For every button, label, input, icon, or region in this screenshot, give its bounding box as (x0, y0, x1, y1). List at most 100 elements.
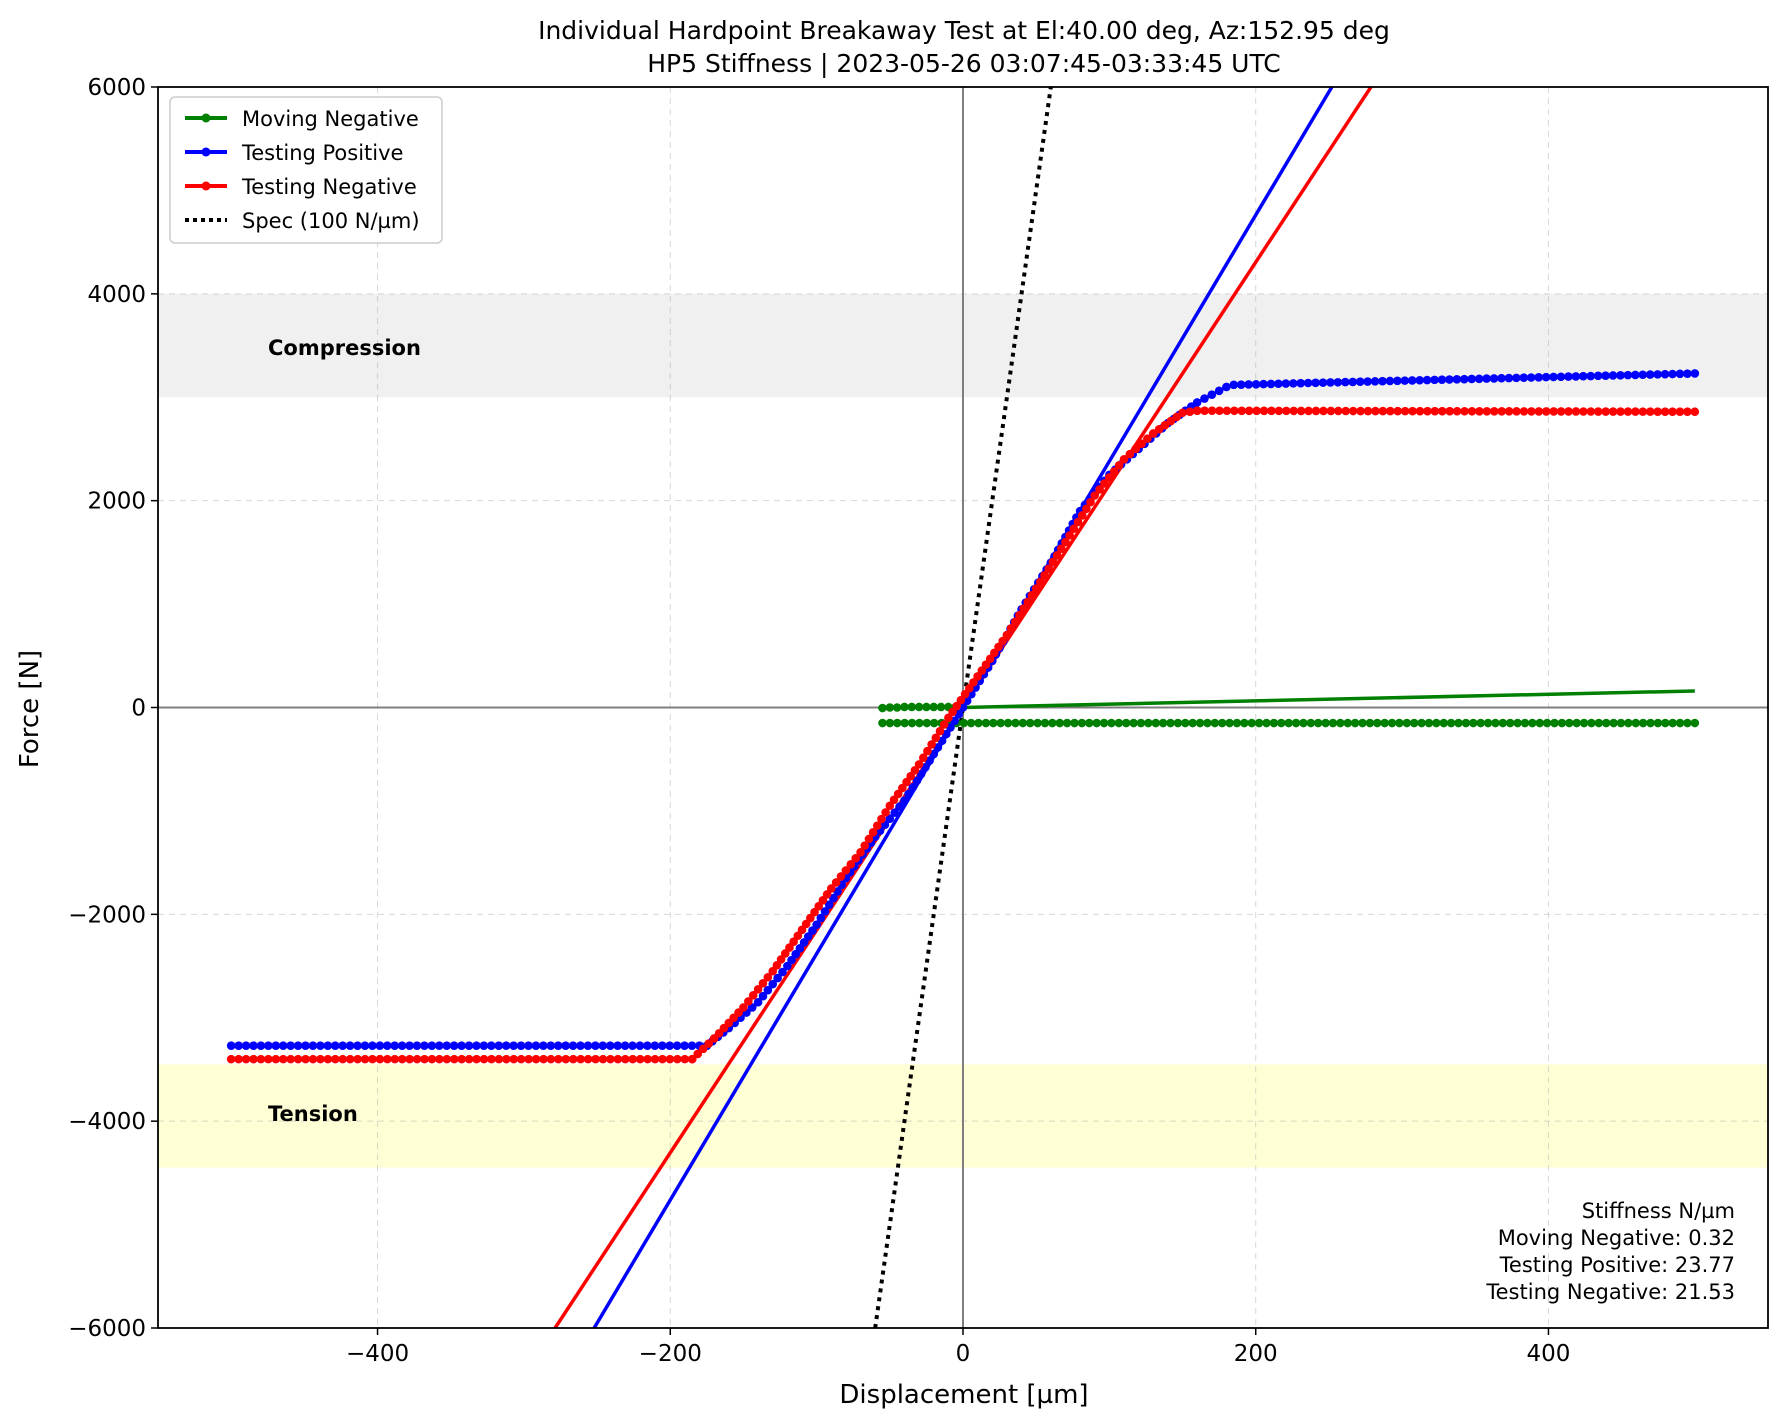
data-point (1594, 718, 1604, 728)
stats-testing-negative: Testing Negative: 21.53 (1485, 1280, 1735, 1304)
data-point (1437, 406, 1447, 416)
data-point (1624, 718, 1633, 728)
data-point (1601, 718, 1611, 728)
data-point (1207, 390, 1217, 399)
data-point (1356, 406, 1365, 416)
data-point (658, 1054, 667, 1064)
data-point (680, 1054, 690, 1064)
data-point (509, 1041, 518, 1050)
data-point (900, 702, 909, 712)
data-point (763, 972, 773, 982)
data-point (1107, 718, 1116, 728)
data-point (1333, 377, 1343, 387)
data-point (1230, 406, 1239, 416)
data-point (264, 1041, 273, 1050)
data-point (1452, 406, 1462, 416)
data-point (1237, 406, 1247, 416)
data-point (1564, 718, 1574, 728)
data-point (1200, 406, 1209, 416)
data-point (405, 1054, 414, 1064)
data-point (868, 828, 878, 837)
data-point (665, 1041, 675, 1050)
data-point (1296, 378, 1305, 388)
stats-testing-positive: Testing Positive: 23.77 (1499, 1253, 1735, 1277)
data-point (226, 1041, 236, 1050)
y-tick-label: −2000 (68, 902, 146, 928)
data-point (427, 1041, 437, 1050)
data-point (1259, 379, 1268, 389)
data-point (338, 1054, 348, 1064)
data-point (1222, 382, 1231, 392)
data-point (293, 1041, 303, 1050)
data-point (553, 1041, 563, 1050)
data-point (576, 1041, 585, 1050)
y-tick-label: 6000 (87, 75, 146, 101)
data-point (1387, 718, 1397, 728)
data-point (509, 1054, 519, 1064)
data-point (546, 1041, 556, 1050)
data-point (301, 1041, 310, 1050)
data-point (479, 1041, 489, 1050)
data-point (1215, 406, 1224, 416)
data-point (1350, 718, 1360, 728)
data-point (1380, 718, 1389, 728)
data-point (1136, 718, 1146, 728)
data-point (1593, 407, 1603, 416)
data-point (345, 1041, 355, 1050)
data-point (1355, 377, 1365, 387)
x-tick-label: 200 (1234, 1341, 1278, 1367)
data-point (487, 1054, 496, 1064)
data-point (1504, 407, 1514, 416)
data-point (1437, 375, 1447, 385)
data-point (1631, 370, 1640, 380)
data-point (860, 841, 870, 850)
data-point (1542, 718, 1552, 728)
data-point (1336, 718, 1345, 728)
data-point (316, 1041, 325, 1050)
data-point (241, 1054, 251, 1064)
data-point (635, 1041, 645, 1050)
legend-label: Spec (100 N/µm) (242, 209, 420, 233)
data-point (872, 821, 882, 830)
data-point (1653, 718, 1663, 728)
data-point (1638, 370, 1648, 380)
data-point (892, 718, 902, 728)
x-tick-label: −200 (639, 1341, 702, 1367)
data-point (1393, 406, 1403, 416)
data-point (1203, 718, 1212, 728)
data-point (1044, 564, 1054, 573)
data-point (1158, 718, 1168, 728)
data-point (1319, 406, 1328, 416)
data-point (330, 1054, 340, 1064)
data-point (931, 733, 941, 743)
data-point (1129, 718, 1138, 728)
data-point (1415, 375, 1424, 385)
data-point (1033, 718, 1042, 728)
data-point (442, 1054, 452, 1064)
data-point (241, 1041, 251, 1050)
data-point (1461, 718, 1471, 728)
data-point (836, 872, 846, 881)
data-point (1556, 372, 1566, 382)
data-point (1321, 718, 1330, 728)
data-point (1018, 718, 1028, 728)
data-point (1571, 407, 1581, 416)
data-point (1363, 406, 1373, 416)
data-point (1254, 718, 1264, 728)
legend-item-spec: Spec (100 N/µm) (185, 209, 420, 233)
data-point (1467, 406, 1477, 416)
data-point (286, 1041, 295, 1050)
data-point (1225, 718, 1234, 728)
data-point (744, 997, 753, 1006)
y-axis-ticks: −6000 −4000 −2000 0 2000 4000 6000 (68, 75, 158, 1342)
data-point (1534, 373, 1543, 382)
data-point (914, 702, 924, 712)
data-point (1400, 406, 1410, 416)
data-point (1675, 407, 1685, 416)
stiffness-annotation: Stiffness N/µm Moving Negative: 0.32 Tes… (1485, 1199, 1735, 1304)
data-point (974, 718, 983, 728)
data-point (687, 1054, 697, 1064)
chart-title: Individual Hardpoint Breakaway Test at E… (538, 16, 1390, 45)
data-point (249, 1041, 258, 1050)
data-point (1236, 380, 1246, 389)
